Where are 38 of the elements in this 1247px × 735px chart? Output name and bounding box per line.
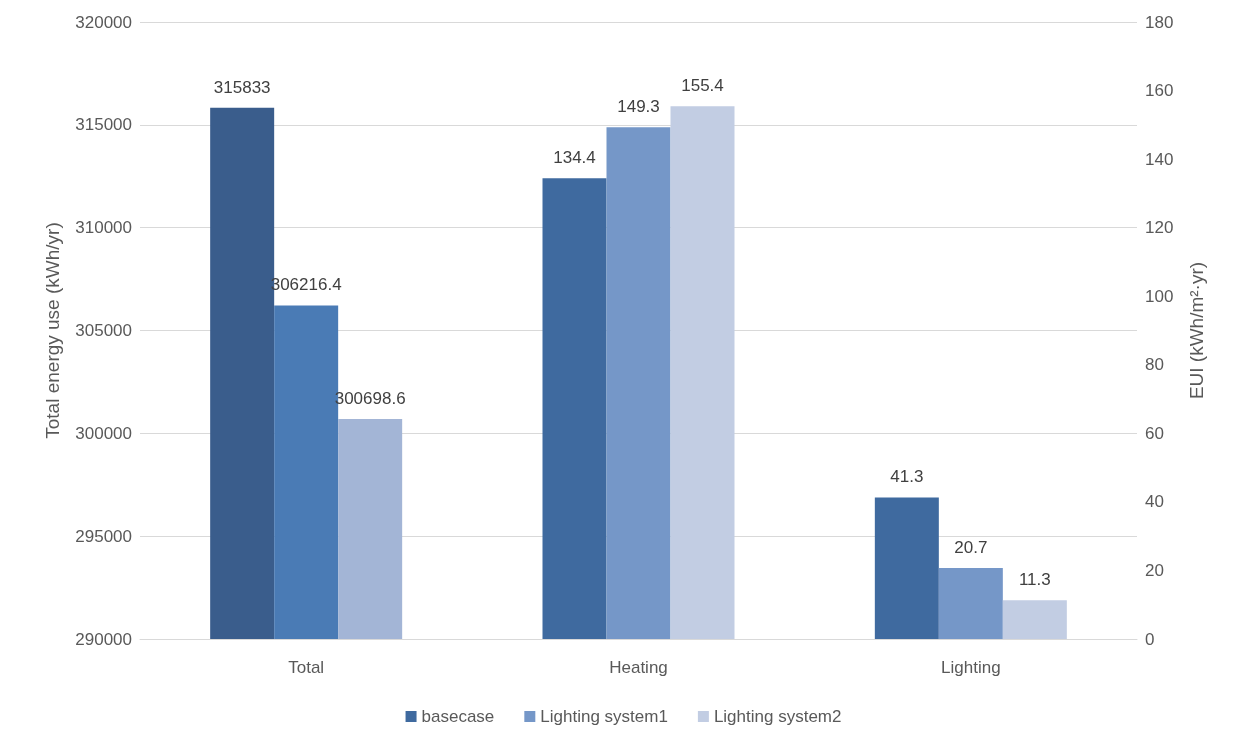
bar: [874, 497, 939, 639]
data-label: 315833: [213, 77, 271, 97]
y2-tick-label: 20: [1145, 560, 1164, 580]
y-tick-label: 305000: [75, 321, 132, 340]
bar: [542, 178, 607, 639]
data-label: 11.3: [1018, 570, 1051, 590]
x-tick-label: Lighting: [941, 658, 1001, 677]
y2-axis-title: EUI (kWh/m²·yr): [1186, 261, 1207, 400]
legend-label: Lighting system2: [713, 707, 842, 726]
y2-tick-label: 40: [1145, 492, 1164, 512]
data-label: 41.3: [890, 467, 924, 487]
y2-tick-label: 160: [1145, 81, 1174, 101]
y-axis-title: Total energy use (kWh/yr): [42, 222, 63, 439]
y-tick-label: 320000: [75, 12, 132, 32]
y-tick-label: 295000: [75, 526, 132, 546]
y2-tick-label: 0: [1145, 629, 1155, 649]
bar: [938, 568, 1003, 639]
bar: [1002, 600, 1067, 639]
bar: [670, 106, 735, 639]
y-tick-label: 290000: [75, 629, 132, 649]
y2-tick-label: 180: [1145, 12, 1174, 32]
legend-label: basecase: [421, 707, 495, 726]
data-label: 155.4: [681, 76, 724, 96]
legend-label: Lighting system1: [540, 707, 668, 726]
y-tick-label: 300000: [75, 423, 132, 443]
y2-tick-label: 80: [1145, 355, 1164, 375]
y2-tick-label: 100: [1145, 286, 1174, 306]
y-tick-label: 315000: [75, 115, 132, 135]
y2-tick-label: 120: [1145, 218, 1174, 238]
y2-tick-label: 140: [1145, 149, 1174, 169]
y2-tick-label: 60: [1145, 423, 1164, 443]
bar: [606, 127, 671, 639]
x-tick-label: Total: [288, 658, 325, 677]
x-tick-label: Heating: [609, 658, 668, 677]
data-label: 149.3: [617, 97, 660, 117]
y-tick-label: 310000: [75, 218, 132, 238]
data-label: 134.4: [553, 148, 596, 168]
data-label: 20.7: [954, 538, 988, 558]
